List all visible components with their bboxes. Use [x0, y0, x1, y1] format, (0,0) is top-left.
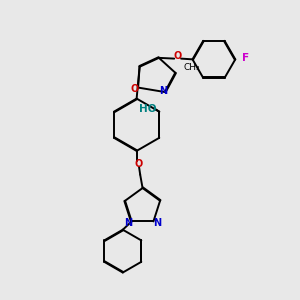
Text: N: N — [153, 218, 161, 228]
Text: O: O — [135, 159, 143, 169]
Text: O: O — [130, 84, 139, 94]
Text: N: N — [159, 85, 167, 96]
Text: N: N — [124, 218, 132, 228]
Text: HO: HO — [139, 104, 157, 114]
Text: F: F — [242, 53, 249, 63]
Text: O: O — [173, 51, 181, 61]
Text: CH₃: CH₃ — [184, 63, 200, 72]
